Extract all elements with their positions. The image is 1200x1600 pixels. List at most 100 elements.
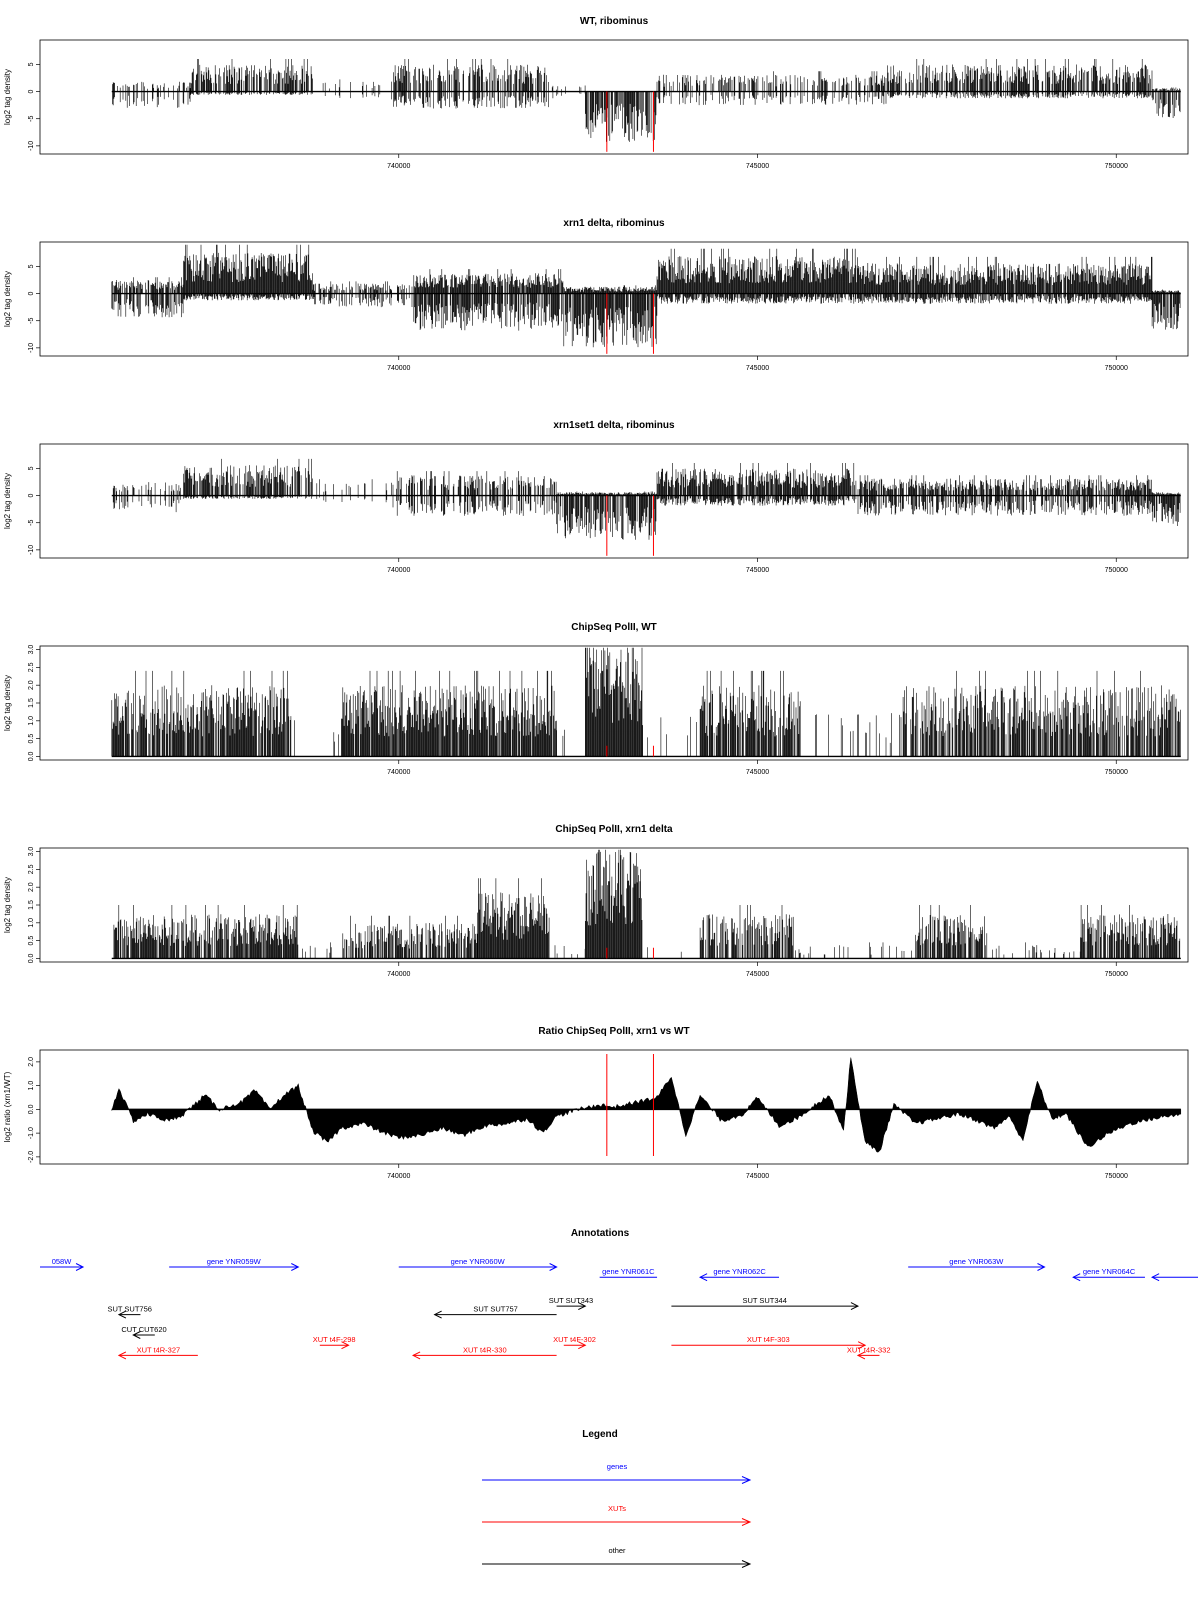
panel-title: ChipSeq PolII, xrn1 delta xyxy=(555,824,673,835)
y-axis-label: log2 tag density xyxy=(3,675,12,731)
y-tick-label: 0.0 xyxy=(28,751,35,761)
annotation-features: 058W gene YNR059W gene YNR060W gene YNR061C… xyxy=(40,1257,1198,1360)
legend-label: other xyxy=(608,1546,626,1555)
signal-bars xyxy=(112,458,1181,540)
panel-2: xrn1 delta, ribominus log2 tag density 5 0 -… xyxy=(3,218,1189,372)
arrow-head xyxy=(433,1310,442,1319)
feature-label: gene YNR064C xyxy=(1083,1267,1136,1276)
panel-6: Ratio ChipSeq PolII, xrn1 vs WT log2 rati… xyxy=(3,1026,1189,1180)
y-tick-label: 2.0 xyxy=(28,882,35,892)
arrow-head xyxy=(132,1331,141,1339)
y-tick-label: 1.0 xyxy=(28,1081,35,1091)
x-tick-label: 750000 xyxy=(1105,163,1128,170)
arrow-head xyxy=(117,1310,127,1319)
x-tick-label: 745000 xyxy=(746,971,769,978)
arrow-head xyxy=(411,1351,421,1360)
annotation-feature: XUT t4R-330 xyxy=(411,1345,557,1360)
feature-label: XUT t4R-327 xyxy=(137,1345,181,1354)
annotation-feature: gene YNR063W xyxy=(908,1257,1046,1271)
annotation-feature: SUT SUT343 xyxy=(549,1296,593,1311)
y-tick-label: 0.0 xyxy=(28,1104,35,1114)
feature-label: gene YNR063W xyxy=(949,1257,1004,1266)
legend-item: genes xyxy=(482,1462,752,1484)
x-tick-label: 750000 xyxy=(1105,971,1128,978)
panel-title: WT, ribominus xyxy=(580,16,649,27)
series xyxy=(113,849,1181,959)
signal-bars xyxy=(111,244,1181,348)
arrow-head xyxy=(117,1351,127,1360)
y-axis-label: log2 tag density xyxy=(3,271,12,327)
annotation-feature: XUT t4F-303 xyxy=(671,1335,867,1350)
y-tick-label: 2.0 xyxy=(28,1057,35,1067)
y-tick-label: 0 xyxy=(28,292,35,296)
arrow-head xyxy=(857,1341,867,1350)
y-tick-label: 1.0 xyxy=(28,716,35,726)
x-tick-label: 750000 xyxy=(1105,1173,1128,1180)
series xyxy=(111,647,1181,757)
arrow-head xyxy=(741,1518,752,1526)
annotations-title: Annotations xyxy=(571,1228,630,1239)
legend-label: genes xyxy=(607,1462,628,1471)
annotation-track: Annotations 058W gene YNR059W gene YNR060W… xyxy=(40,1228,1198,1360)
series xyxy=(112,59,1181,142)
x-tick-label: 740000 xyxy=(387,1173,410,1180)
series xyxy=(112,458,1181,540)
plot-frame xyxy=(39,1049,1189,1165)
track-panels: WT, ribominus log2 tag density 5 0 -5 -10 7400… xyxy=(3,16,1189,1180)
legend-item: other xyxy=(482,1546,752,1568)
annotation-feature: CUT CUT620 xyxy=(121,1325,167,1339)
y-tick-label: -10 xyxy=(28,343,35,353)
y-tick-label: 1.5 xyxy=(28,900,35,910)
annotation-feature: 058W xyxy=(40,1257,85,1271)
y-tick-label: -1.0 xyxy=(28,1127,35,1139)
y-tick-label: -5 xyxy=(28,116,35,122)
arrow-head xyxy=(75,1263,85,1271)
y-tick-label: 1.5 xyxy=(28,698,35,708)
y-tick-label: 5 xyxy=(28,62,35,66)
feature-label: XUT t4R-332 xyxy=(847,1345,891,1354)
series xyxy=(111,1057,1182,1153)
arrow-head xyxy=(549,1263,558,1271)
arrow-head xyxy=(578,1302,587,1311)
annotation-feature: gene YNR061C xyxy=(599,1267,658,1278)
feature-label: 058W xyxy=(52,1257,73,1266)
signal-bars xyxy=(111,647,1181,757)
panel-title: xrn1 delta, ribominus xyxy=(563,218,665,229)
plot-frame xyxy=(39,443,1189,559)
x-tick-label: 745000 xyxy=(746,1173,769,1180)
plot-frame xyxy=(39,241,1189,357)
feature-label: gene YNR061C xyxy=(602,1267,655,1276)
arrow-head xyxy=(698,1273,708,1282)
arrow-head xyxy=(1037,1263,1046,1271)
y-tick-label: 2.5 xyxy=(28,662,35,672)
x-tick-label: 745000 xyxy=(746,365,769,372)
y-tick-label: -10 xyxy=(28,545,35,555)
y-tick-label: -10 xyxy=(28,141,35,151)
annotation-feature: gene YNR059W xyxy=(169,1257,300,1271)
legend-item: XUTs xyxy=(482,1504,752,1526)
x-tick-label: 750000 xyxy=(1105,365,1128,372)
y-tick-label: 0.5 xyxy=(28,734,35,744)
annotation-feature: gene YNR060W xyxy=(398,1257,558,1271)
legend: Legend genes XUTs other xyxy=(482,1429,752,1568)
y-tick-label: 2.5 xyxy=(28,864,35,874)
x-tick-label: 740000 xyxy=(387,567,410,574)
feature-label: SUT SUT757 xyxy=(473,1305,517,1314)
arrow-head xyxy=(856,1351,866,1360)
feature-label: SUT SUT343 xyxy=(549,1296,593,1305)
ratio-area xyxy=(111,1057,1182,1153)
y-axis-label: log2 tag density xyxy=(3,473,12,529)
annotation-feature: SUT SUT344 xyxy=(671,1296,860,1311)
feature-label: gene YNR060W xyxy=(451,1257,506,1266)
feature-label: CUT CUT620 xyxy=(121,1325,166,1334)
y-tick-label: -2.0 xyxy=(28,1151,35,1163)
y-tick-label: 2.0 xyxy=(28,680,35,690)
arrow-head xyxy=(578,1341,587,1350)
feature-label: XUT t4R-330 xyxy=(463,1345,507,1354)
legend-items: genes XUTs other xyxy=(482,1462,752,1568)
y-tick-label: 3.0 xyxy=(28,645,35,655)
panel-3: xrn1set1 delta, ribominus log2 tag densit… xyxy=(3,420,1189,574)
y-tick-label: 5 xyxy=(28,466,35,470)
arrow-head xyxy=(741,1476,752,1484)
